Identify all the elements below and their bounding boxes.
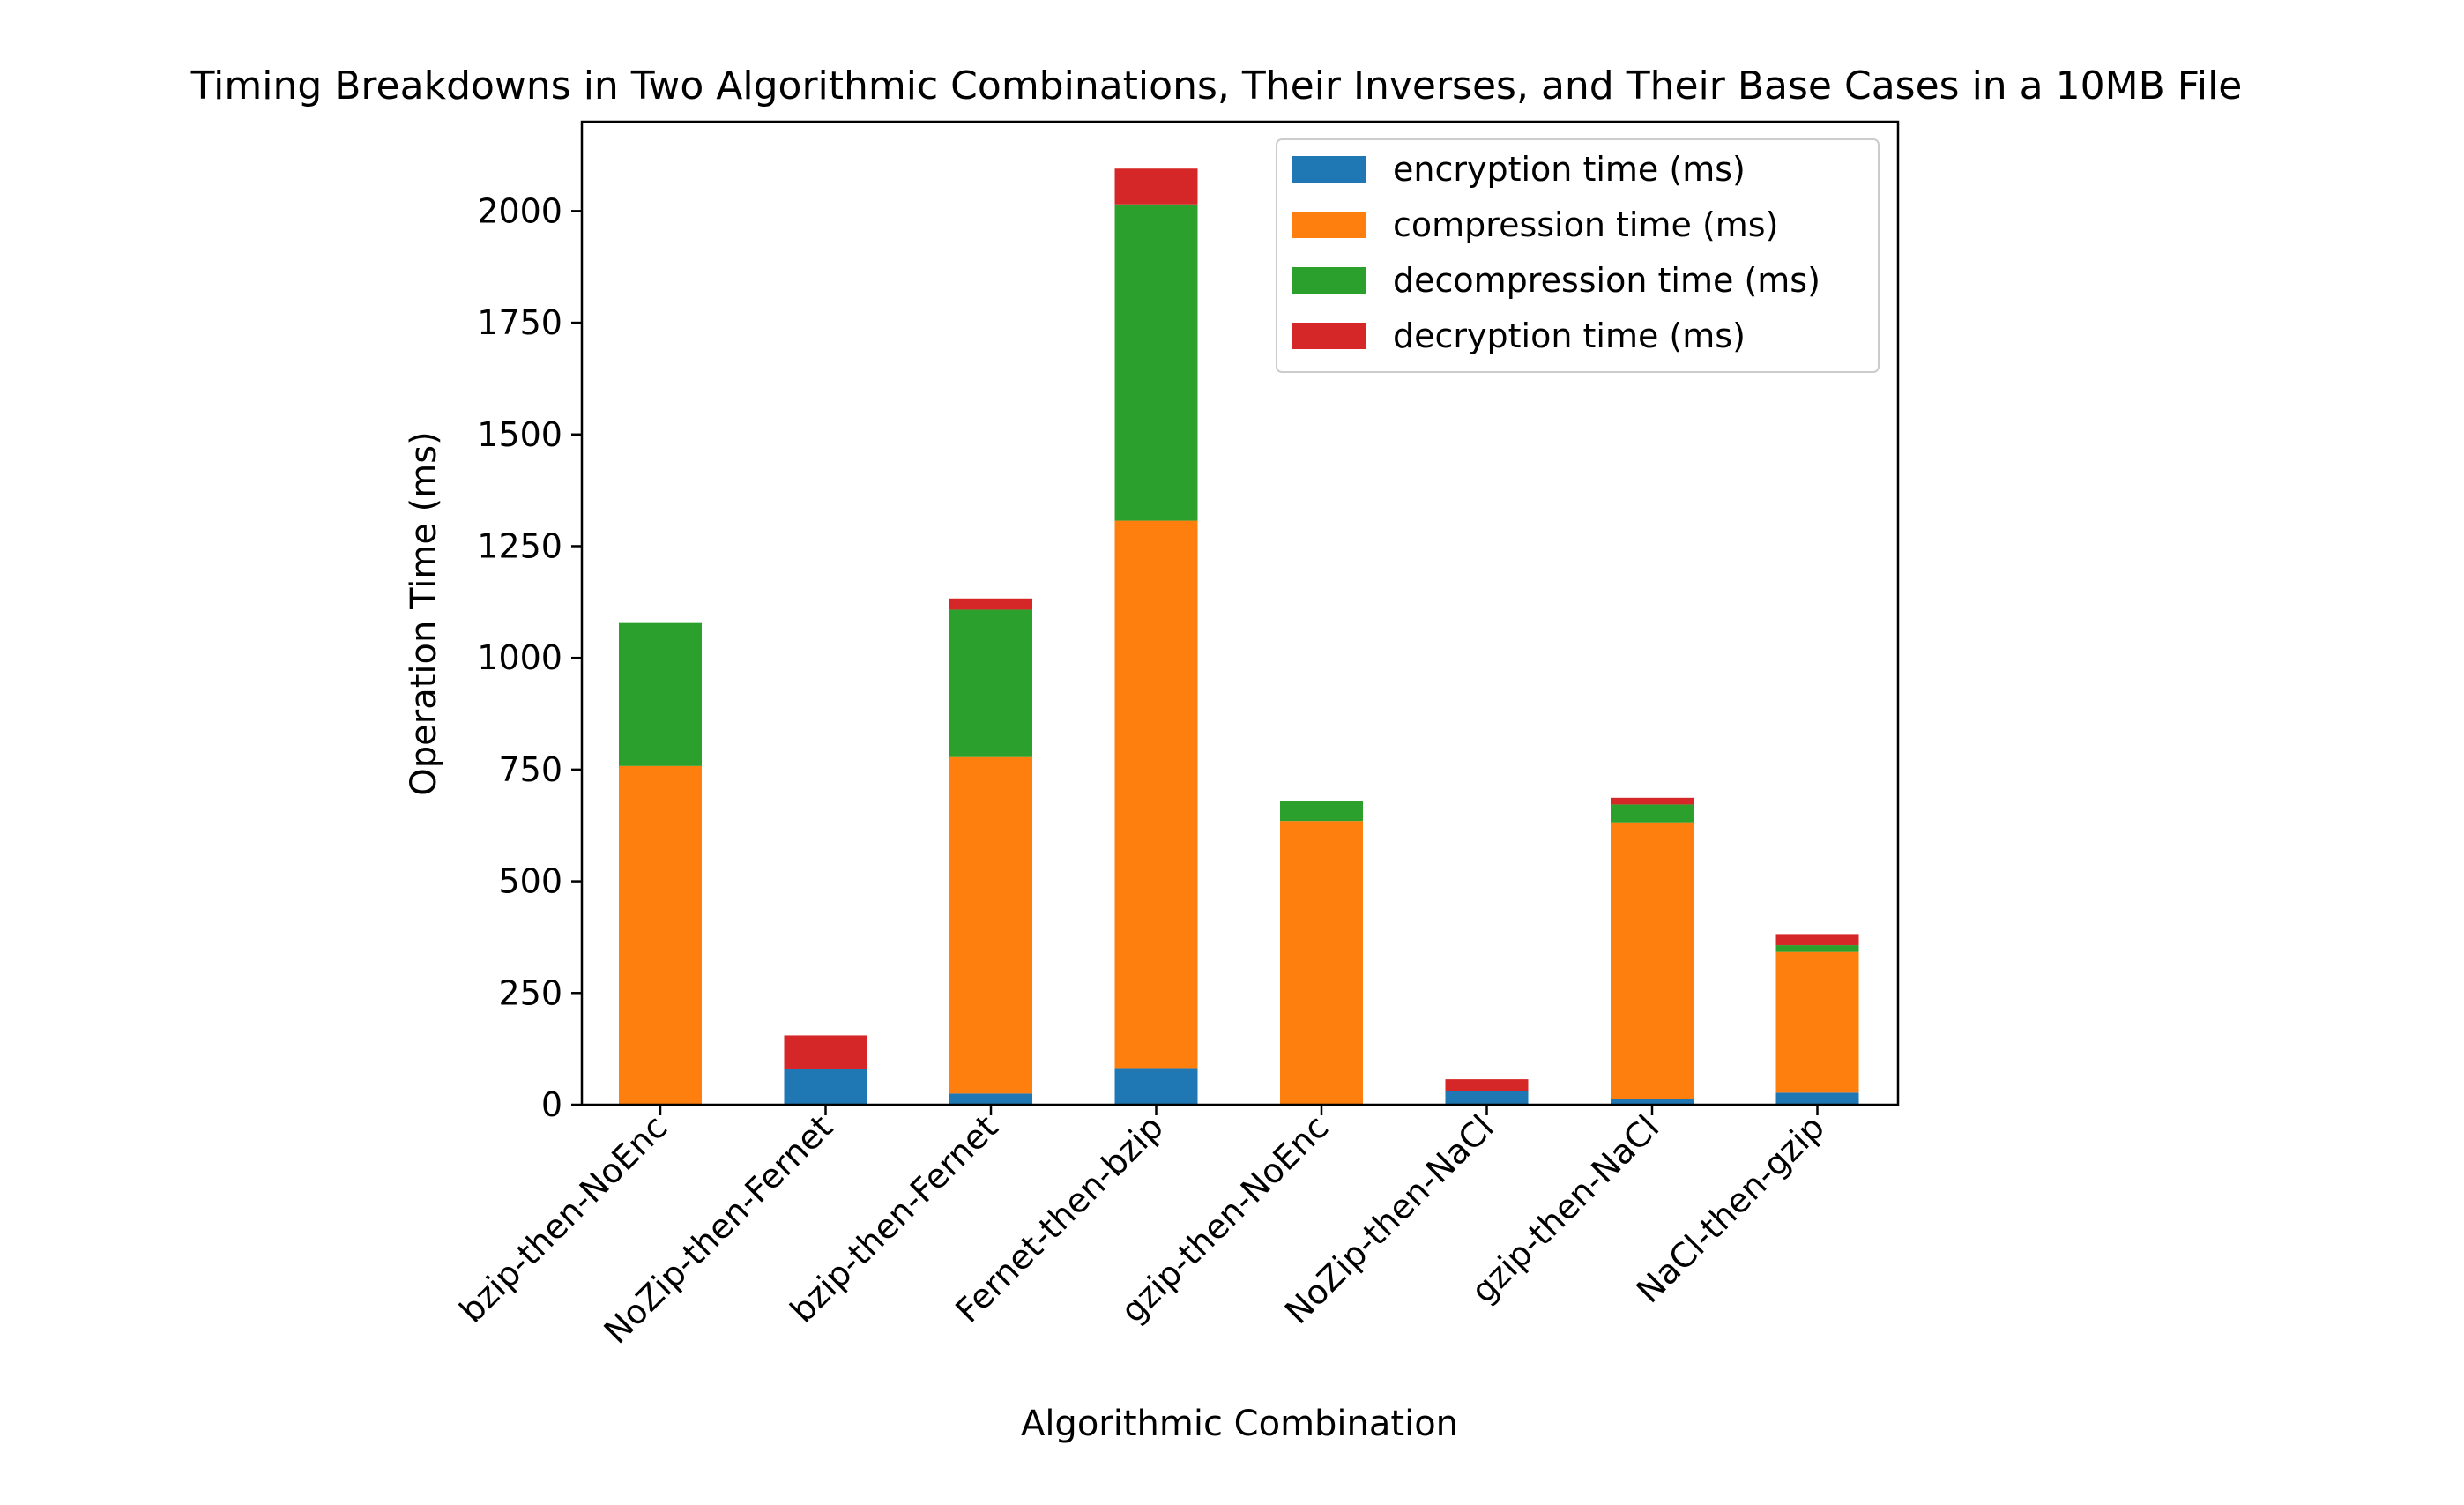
bar-segment xyxy=(1114,520,1198,1069)
bar-segment xyxy=(1611,797,1694,805)
legend-swatch xyxy=(1292,156,1366,183)
y-tick-label: 0 xyxy=(541,1085,562,1124)
bar-segment xyxy=(949,756,1032,1094)
bar-segment xyxy=(1445,1091,1529,1105)
bar-segment xyxy=(784,1069,867,1105)
y-tick-label: 250 xyxy=(498,973,562,1012)
bar-segment xyxy=(1611,804,1694,823)
legend-label: decompression time (ms) xyxy=(1393,261,1820,300)
y-axis-ticks: 0 250 500 750 1000 1250 1500 1750 2000 xyxy=(477,191,582,1124)
legend-frame xyxy=(1276,138,1880,373)
y-tick-label: 1250 xyxy=(477,526,562,565)
y-tick-label: 2000 xyxy=(477,191,562,230)
plot-frame xyxy=(580,120,1900,1106)
bar-segment xyxy=(1775,934,1859,946)
y-tick-label: 750 xyxy=(498,750,562,789)
legend-swatch xyxy=(1292,267,1366,294)
bar-segment xyxy=(1611,1099,1694,1105)
bar-segment xyxy=(1775,951,1859,1093)
bar-segment xyxy=(619,622,702,766)
y-axis-label: Operation Time (ms) xyxy=(404,431,444,795)
bar-segment xyxy=(949,1093,1032,1105)
legend-swatch xyxy=(1292,212,1366,238)
bar-segment xyxy=(949,609,1032,757)
bar-segment xyxy=(1611,822,1694,1099)
y-tick-label: 1500 xyxy=(477,415,562,454)
bar-segment xyxy=(1114,1068,1198,1105)
legend-label: decryption time (ms) xyxy=(1393,317,1746,355)
bar-segment xyxy=(619,765,702,1105)
bar-segment xyxy=(1114,168,1198,205)
legend-label: encryption time (ms) xyxy=(1393,150,1746,189)
x-axis-label: Algorithmic Combination xyxy=(1021,1404,1458,1444)
bar-segment xyxy=(949,598,1032,610)
y-tick-label: 1000 xyxy=(477,638,562,677)
bar-segment xyxy=(1114,204,1198,521)
legend-label: compression time (ms) xyxy=(1393,205,1778,244)
legend: encryption time (ms) compression time (ms… xyxy=(1276,138,1880,373)
bar-segment xyxy=(784,1035,867,1069)
bar-segment xyxy=(1445,1079,1529,1091)
y-tick-label: 1750 xyxy=(477,303,562,342)
bar-segment xyxy=(1280,801,1363,822)
bar-segment xyxy=(1775,945,1859,952)
legend-swatch xyxy=(1292,323,1366,349)
bar-segment xyxy=(1280,821,1363,1105)
chart-title: Timing Breakdowns in Two Algorithmic Com… xyxy=(190,63,2243,108)
bar-segment xyxy=(1775,1092,1859,1105)
bars-group xyxy=(619,168,1859,1105)
y-tick-label: 500 xyxy=(498,862,562,901)
